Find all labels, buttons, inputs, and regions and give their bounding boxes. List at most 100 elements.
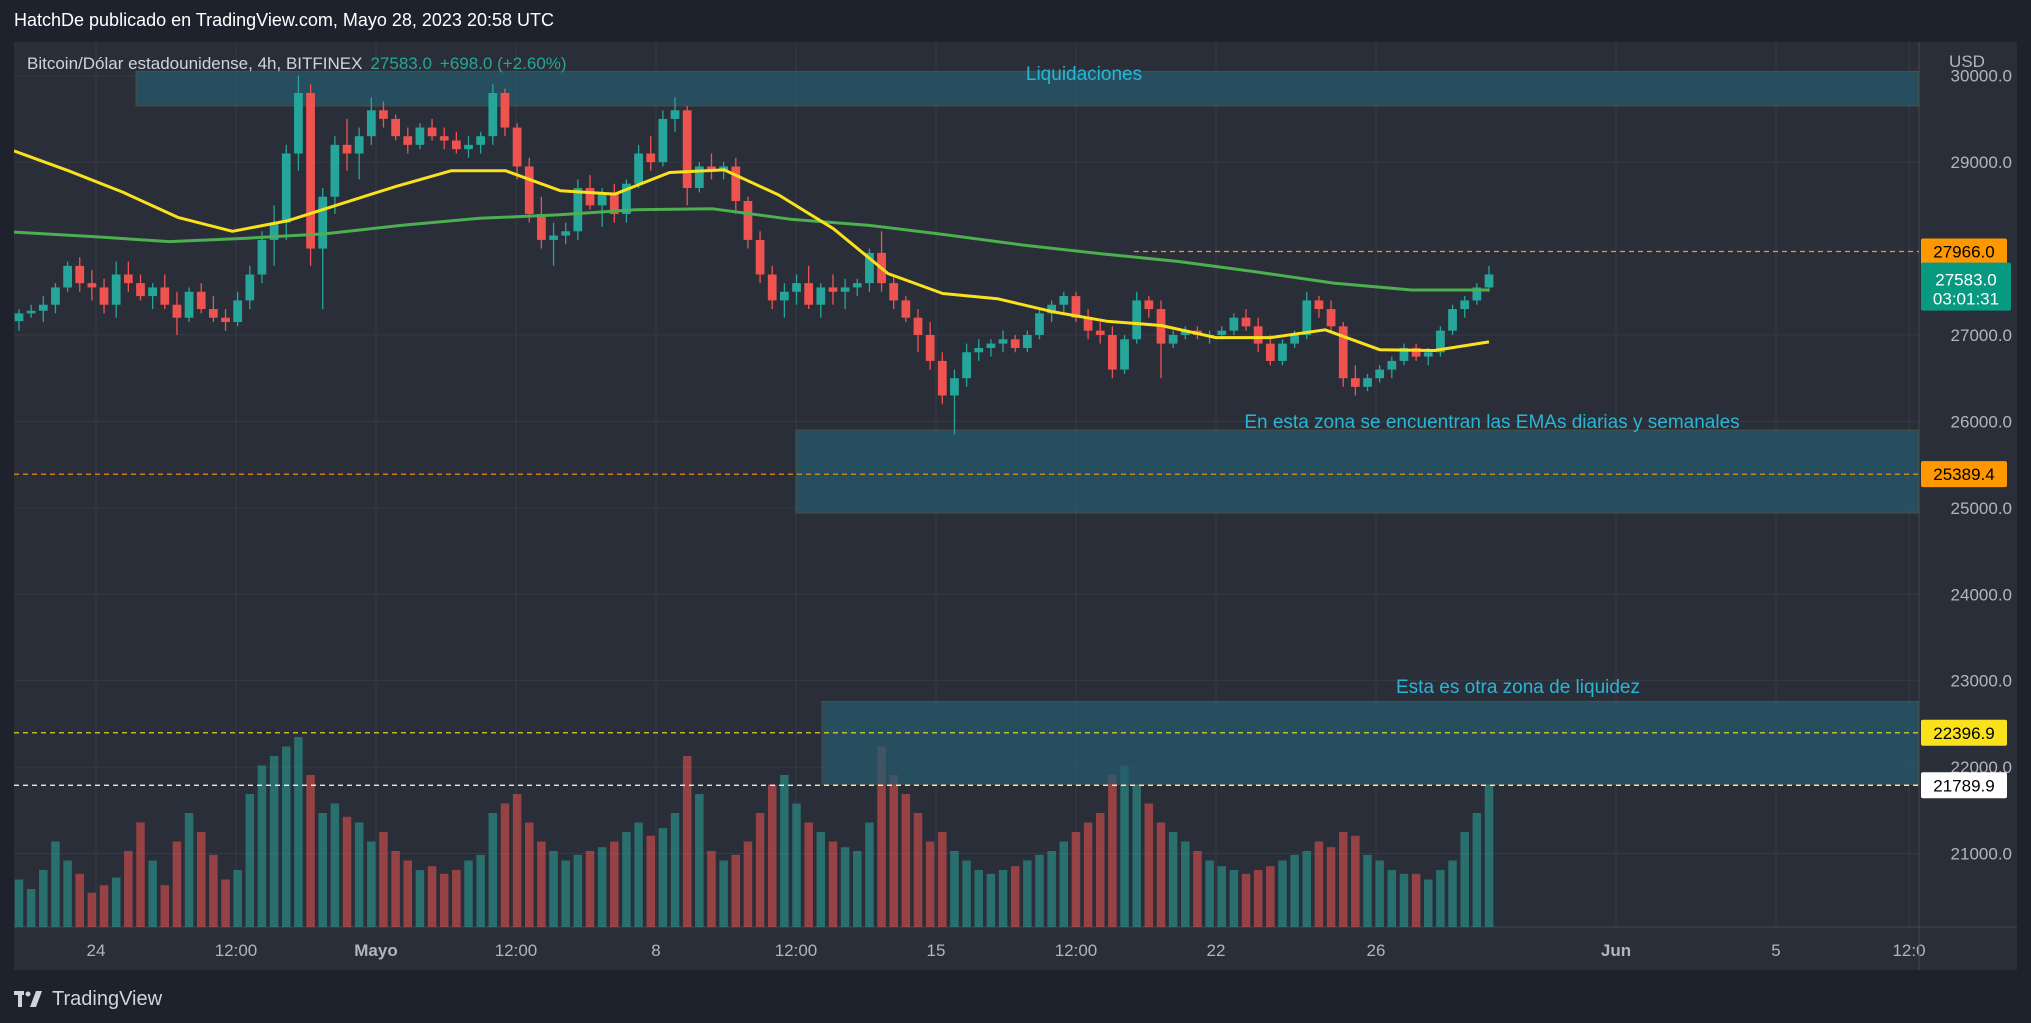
volume-bar bbox=[75, 873, 84, 927]
volume-bar bbox=[415, 870, 425, 927]
candle-body bbox=[537, 213, 546, 240]
volume-bar bbox=[865, 822, 874, 927]
candle-body bbox=[1350, 378, 1360, 387]
volume-bar bbox=[427, 866, 437, 927]
volume-bar bbox=[99, 885, 109, 927]
y-tick-label: 21000.0 bbox=[1951, 845, 2012, 864]
candle-body bbox=[1108, 334, 1117, 370]
countdown-text: 03:01:31 bbox=[1933, 290, 1999, 309]
candle-body bbox=[743, 201, 753, 240]
volume-bar bbox=[767, 784, 777, 927]
candle-body bbox=[87, 283, 97, 288]
candle-body bbox=[1290, 334, 1299, 344]
volume-bar bbox=[585, 851, 595, 927]
x-tick-label: 15 bbox=[927, 941, 946, 960]
price-chart[interactable]: 30000.0 29000.0 27000.0 26000.0 25000.0 24000… bbox=[14, 42, 2017, 970]
volume-bar bbox=[561, 860, 570, 927]
volume-bar bbox=[1229, 870, 1239, 927]
x-tick-label: 12:00 bbox=[1055, 941, 1098, 960]
volume-bar bbox=[245, 794, 255, 927]
candle-body bbox=[755, 239, 765, 275]
volume-bar bbox=[488, 813, 498, 927]
x-tick-label: 12:00 bbox=[775, 941, 818, 960]
volume-bar bbox=[792, 803, 801, 927]
annotation-text: En esta zona se encuentran las EMAs diar… bbox=[1244, 412, 1739, 433]
volume-bar bbox=[330, 803, 340, 927]
candle-body bbox=[816, 287, 826, 305]
candle-body bbox=[196, 291, 206, 310]
candle-body bbox=[38, 304, 48, 311]
ema-slow-line bbox=[14, 207, 1489, 292]
volume-bar bbox=[610, 841, 619, 927]
price-tag-text: 22396.9 bbox=[1933, 724, 1994, 743]
candle-body bbox=[1120, 339, 1129, 370]
candle-body bbox=[682, 110, 692, 189]
candle-body bbox=[1314, 300, 1324, 310]
volume-bar bbox=[1351, 835, 1360, 927]
candle-body bbox=[889, 283, 899, 301]
volume-bar bbox=[853, 851, 862, 927]
volume-bar bbox=[500, 803, 510, 927]
candle-body bbox=[464, 144, 473, 150]
liquidity-zone bbox=[795, 429, 1920, 514]
volume-bar bbox=[804, 822, 813, 927]
volume-bar bbox=[294, 737, 303, 927]
candle-body bbox=[1168, 334, 1178, 344]
candle-body bbox=[646, 153, 656, 163]
volume-bar bbox=[1193, 851, 1202, 927]
candle-body bbox=[1132, 300, 1142, 340]
y-tick-label: 30000.0 bbox=[1951, 67, 2012, 86]
volume-bar bbox=[1035, 854, 1044, 927]
volume-bar bbox=[986, 873, 996, 927]
candle-body bbox=[731, 166, 741, 202]
candle-body bbox=[549, 235, 558, 240]
volume-bar bbox=[695, 794, 704, 927]
candle-body bbox=[451, 140, 461, 150]
volume-bar bbox=[670, 813, 680, 927]
candle-body bbox=[160, 287, 170, 305]
candle-body bbox=[184, 291, 194, 318]
volume-bar bbox=[39, 870, 48, 927]
candle-body bbox=[391, 118, 400, 137]
volume-bar bbox=[1156, 822, 1166, 927]
candle-body bbox=[1229, 317, 1239, 331]
candle-body bbox=[476, 136, 486, 145]
price-tag bbox=[1921, 262, 2011, 311]
volume-bar bbox=[391, 851, 400, 927]
volume-bar bbox=[707, 851, 716, 927]
volume-bar bbox=[925, 841, 935, 927]
price-tag bbox=[1921, 719, 2007, 746]
volume-bar bbox=[524, 822, 534, 927]
volume-bar bbox=[1484, 784, 1494, 927]
volume-bar bbox=[537, 841, 546, 927]
volume-bar bbox=[14, 879, 24, 927]
candle-body bbox=[209, 309, 218, 318]
candle-body bbox=[1387, 360, 1397, 370]
volume-bar bbox=[998, 870, 1008, 927]
volume-bar bbox=[938, 832, 947, 927]
candle-body bbox=[1484, 274, 1494, 288]
volume-bar bbox=[1083, 822, 1093, 927]
volume-bar bbox=[148, 860, 157, 927]
candle-body bbox=[804, 283, 814, 305]
volume-bar bbox=[634, 822, 643, 927]
candle-body bbox=[512, 127, 522, 167]
candle-body bbox=[622, 183, 631, 214]
candle-body bbox=[707, 166, 716, 171]
annotation-text: Esta es otra zona de liquidez bbox=[1396, 677, 1640, 698]
candle-body bbox=[1180, 330, 1190, 335]
volume-bar bbox=[1472, 813, 1482, 927]
tradingview-logo[interactable]: TradingView bbox=[14, 986, 162, 1012]
candle-body bbox=[221, 317, 230, 323]
candle-body bbox=[269, 222, 279, 240]
volume-bar bbox=[111, 877, 121, 927]
y-tick-label: 29000.0 bbox=[1951, 153, 2012, 172]
volume-bar bbox=[282, 746, 291, 927]
y-tick-label: 27000.0 bbox=[1951, 326, 2012, 345]
volume-bar bbox=[828, 841, 838, 927]
volume-bar bbox=[1132, 784, 1141, 927]
candle-body bbox=[318, 196, 328, 249]
x-tick-label: Jun bbox=[1601, 941, 1631, 960]
candle-body bbox=[1302, 300, 1312, 335]
chart-panel[interactable]: 30000.0 29000.0 27000.0 26000.0 25000.0 24000… bbox=[14, 42, 2017, 970]
